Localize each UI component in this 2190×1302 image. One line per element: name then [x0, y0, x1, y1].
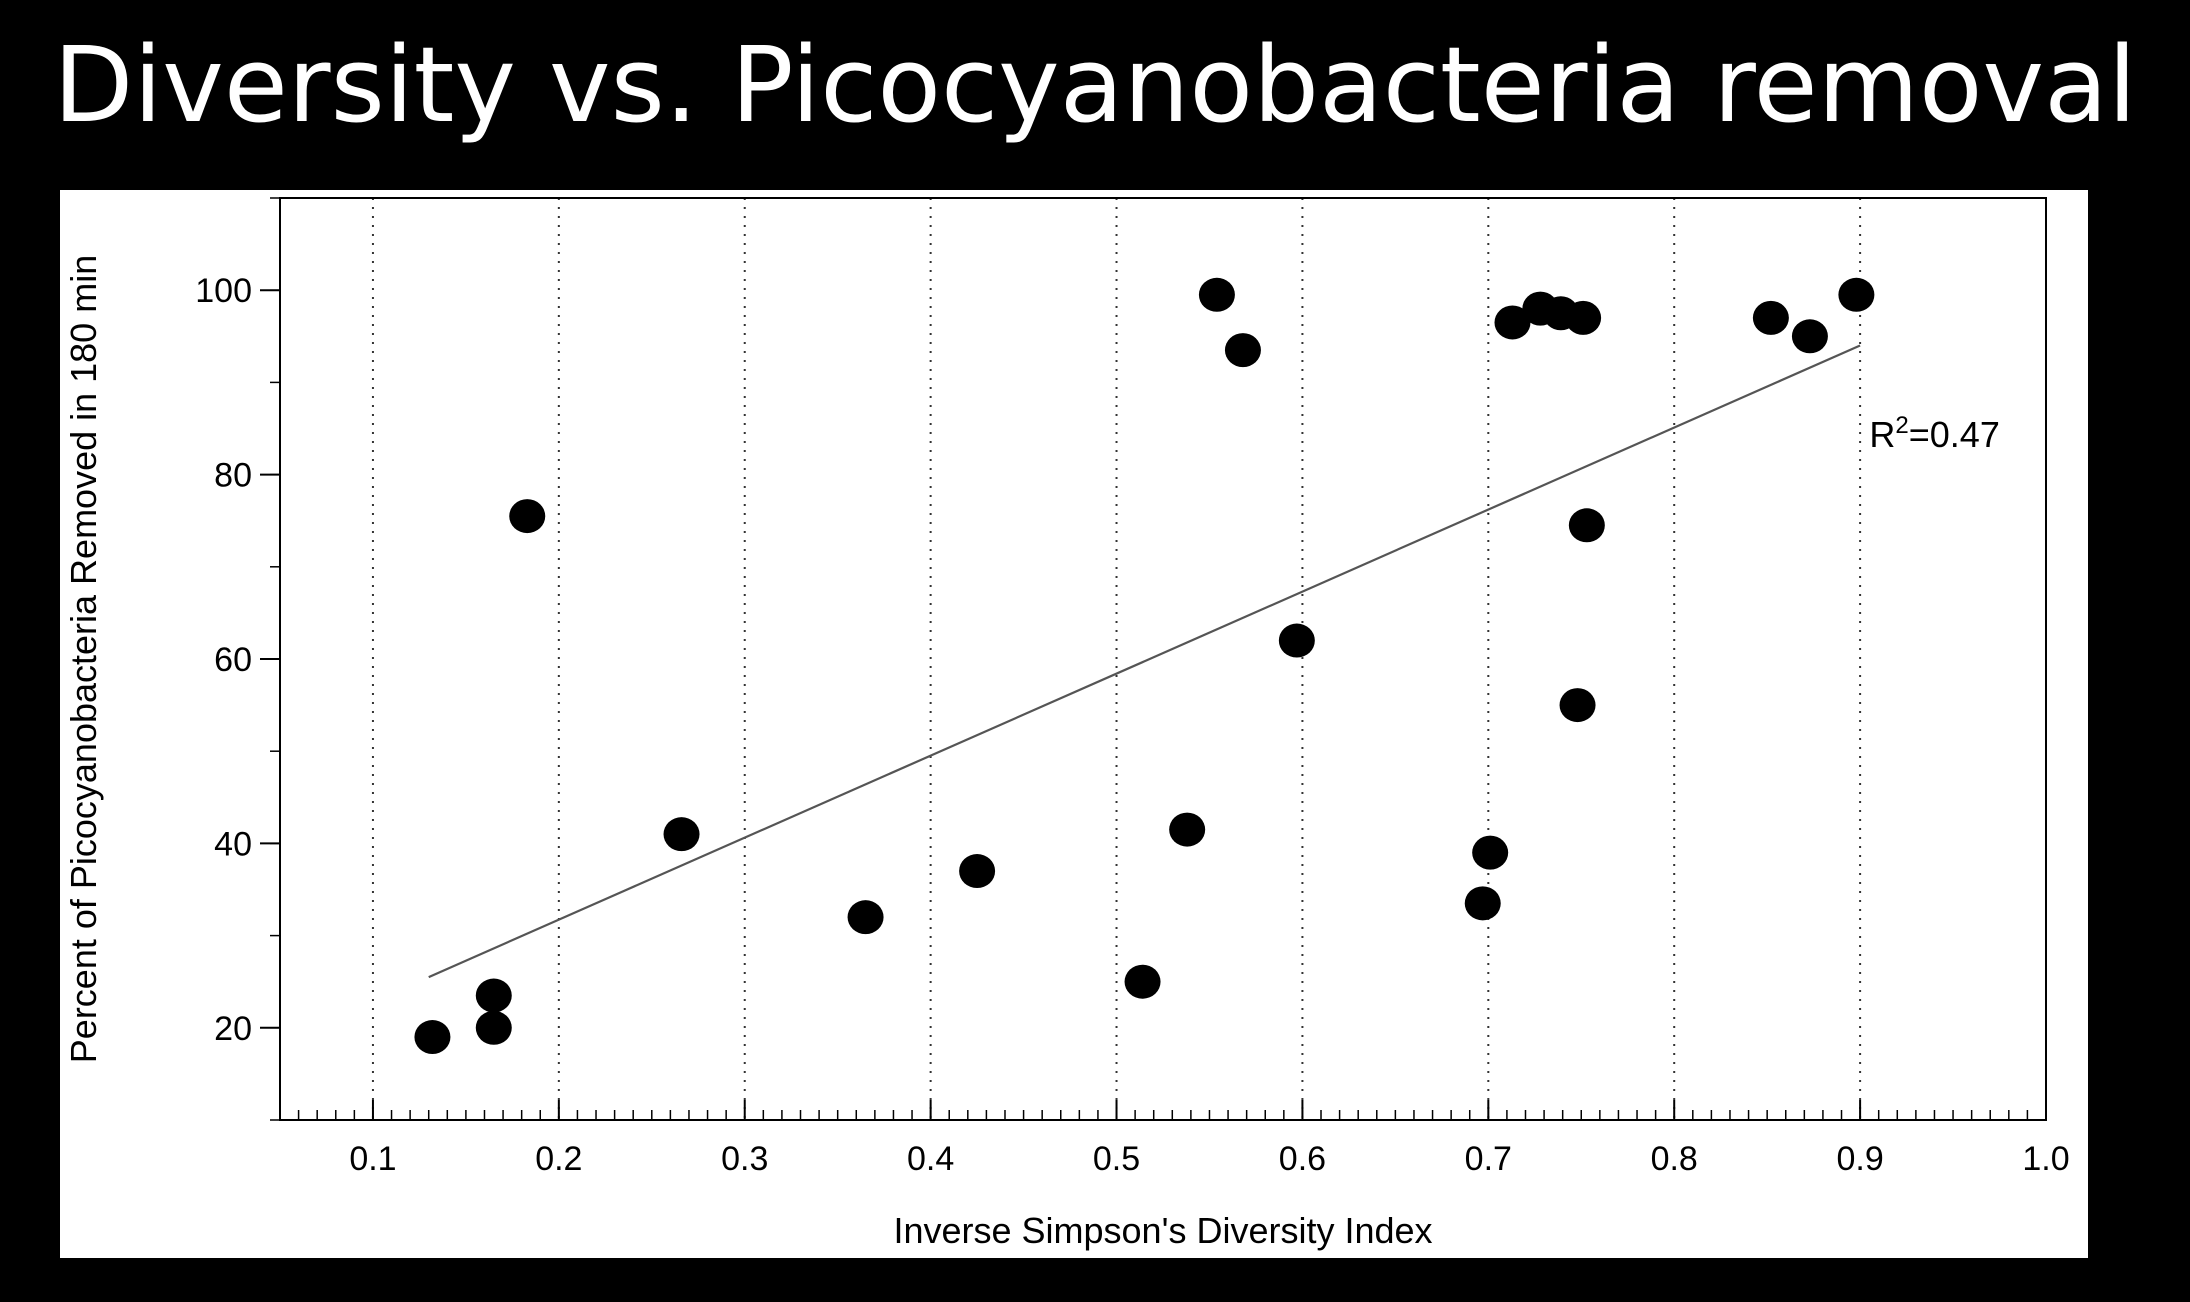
trendline	[428, 344, 1861, 979]
y-tick-label: 100	[195, 272, 252, 310]
x-tick-label: 1.0	[2022, 1140, 2069, 1178]
data-point	[475, 1010, 512, 1045]
data-point	[959, 854, 996, 889]
data-point	[1472, 835, 1509, 870]
r-squared-superscript: 2	[1895, 412, 1908, 439]
data-point	[1752, 300, 1789, 335]
x-tick-label: 0.7	[1465, 1140, 1512, 1178]
data-point	[414, 1020, 451, 1055]
x-tick-label: 0.4	[907, 1140, 954, 1178]
x-axis-label: Inverse Simpson's Diversity Index	[893, 1210, 1432, 1251]
gridlines	[371, 198, 1862, 1120]
data-points	[414, 277, 1875, 1055]
data-point	[1198, 277, 1235, 312]
y-tick-label: 40	[214, 825, 252, 863]
y-tick-label: 80	[214, 457, 252, 495]
data-point	[1791, 319, 1828, 354]
data-point	[1169, 812, 1206, 847]
y-tick-label: 20	[214, 1010, 252, 1048]
data-point	[1838, 277, 1875, 312]
data-point	[1568, 508, 1605, 543]
y-axis-label: Percent of Picocyanobacteria Removed in …	[63, 255, 104, 1063]
x-tick-label: 0.5	[1093, 1140, 1140, 1178]
r-squared-value: =0.47	[1909, 414, 2000, 455]
data-point	[509, 499, 546, 534]
tick-labels: 0.1 0.2 0.3 0.4 0.5 0.6 0.7 0.8 0.9 1.0 20 40 60 80 10…	[195, 272, 2069, 1178]
data-point	[475, 978, 512, 1013]
x-tick-label: 0.6	[1279, 1140, 1326, 1178]
data-point	[1124, 964, 1161, 999]
data-point	[1565, 300, 1602, 335]
data-point	[1278, 623, 1315, 658]
plot-frame	[279, 197, 2047, 1121]
x-tick-label: 0.8	[1651, 1140, 1698, 1178]
chart-panel: 0.1 0.2 0.3 0.4 0.5 0.6 0.7 0.8 0.9 1.0 20 40 60 80 10…	[60, 190, 2088, 1258]
scatter-chart: 0.1 0.2 0.3 0.4 0.5 0.6 0.7 0.8 0.9 1.0 20 40 60 80 10…	[63, 197, 2070, 1251]
slide-title: Diversity vs. Picocyanobacteria removal	[53, 24, 2137, 146]
r-squared-base: R	[1869, 414, 1895, 455]
r-squared-annotation: R2=0.47	[1869, 412, 1999, 455]
data-point	[847, 900, 884, 935]
data-point	[1464, 886, 1501, 921]
axis-ticks	[260, 197, 2047, 1121]
x-tick-label: 0.3	[721, 1140, 768, 1178]
x-tick-label: 0.9	[1836, 1140, 1883, 1178]
data-point	[663, 817, 700, 852]
data-point	[1224, 333, 1261, 368]
data-point	[1494, 305, 1531, 340]
x-tick-label: 0.1	[349, 1140, 396, 1178]
x-tick-label: 0.2	[535, 1140, 582, 1178]
data-point	[1559, 688, 1596, 723]
y-tick-label: 60	[214, 641, 252, 679]
